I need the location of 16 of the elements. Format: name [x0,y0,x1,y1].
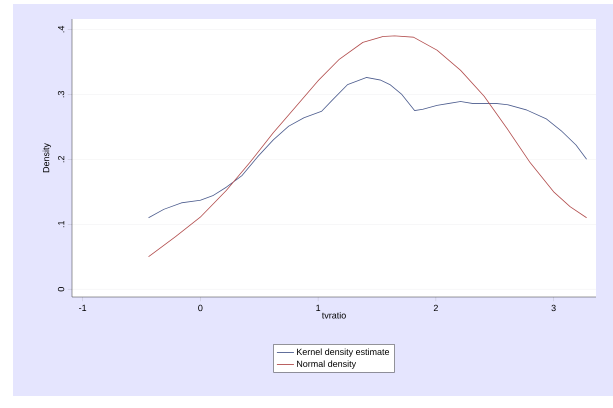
y-axis-title: Density [42,143,52,172]
y-tick-label: .2 [58,156,64,162]
y-tick-label: .1 [58,220,64,228]
legend-label: Kernel density estimate [297,348,390,357]
x-tick-label: 0 [198,304,203,312]
line-series [148,35,587,258]
y-tick-label: .3 [58,90,64,98]
legend-label: Normal density [297,360,356,369]
x-tick-label: 1 [316,304,320,311]
x-tick-label: 3 [551,304,556,312]
y-tick-label: .4 [58,26,64,32]
x-axis-title: tvratio [322,312,346,319]
y-tick-label: 0 [58,287,64,292]
x-tick-label: 2 [434,304,438,312]
line-series [148,77,587,218]
x-tick-label: -1 [79,304,86,311]
